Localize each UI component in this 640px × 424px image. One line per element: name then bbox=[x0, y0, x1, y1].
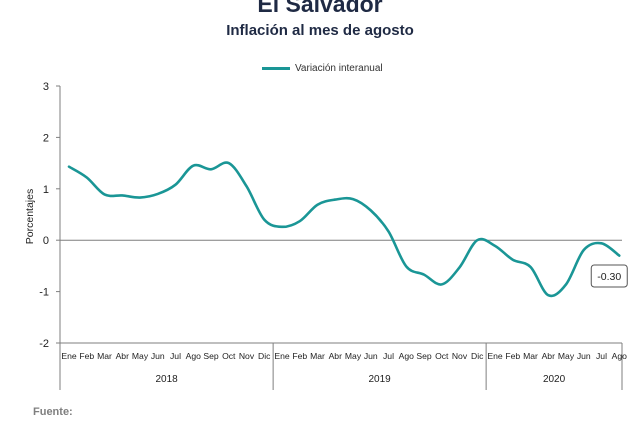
x-tick-label: May bbox=[132, 351, 149, 361]
x-tick-label: Oct bbox=[435, 351, 449, 361]
y-axis-label: Porcentajes bbox=[24, 189, 36, 244]
y-tick-label: 2 bbox=[43, 132, 49, 144]
source-label: Fuente: bbox=[33, 406, 73, 418]
x-tick-label: Abr bbox=[116, 351, 130, 361]
x-tick-label: Feb bbox=[292, 351, 307, 361]
x-tick-label: Dic bbox=[258, 351, 271, 361]
x-tick-label: May bbox=[558, 351, 575, 361]
x-tick-label: Mar bbox=[310, 351, 325, 361]
x-tick-label: Jul bbox=[383, 351, 394, 361]
x-tick-label: Ago bbox=[612, 351, 628, 361]
x-tick-label: Jun bbox=[577, 351, 591, 361]
x-tick-label: Jul bbox=[170, 351, 181, 361]
year-label: 2018 bbox=[156, 374, 179, 385]
chart-subtitle: Inflación al mes de agosto bbox=[226, 22, 414, 39]
y-tick-label: 0 bbox=[43, 235, 49, 247]
x-tick-label: Ene bbox=[61, 351, 77, 361]
x-tick-label: Nov bbox=[239, 351, 255, 361]
x-tick-label: Dic bbox=[471, 351, 484, 361]
x-tick-label: Abr bbox=[329, 351, 343, 361]
x-tick-label: Sep bbox=[203, 351, 219, 361]
y-tick-label: -1 bbox=[39, 287, 49, 299]
y-tick-label: 3 bbox=[43, 81, 49, 93]
series-line bbox=[67, 161, 621, 298]
chart-title: El Salvador bbox=[257, 0, 383, 17]
data-label-box bbox=[590, 264, 628, 288]
legend: Variación interanual bbox=[262, 61, 383, 75]
x-tick-label: Feb bbox=[79, 351, 94, 361]
x-tick-label: Ago bbox=[399, 351, 415, 361]
x-tick-label: Abr bbox=[542, 351, 556, 361]
x-tick-label: Feb bbox=[505, 351, 520, 361]
data-label: -0.30 bbox=[597, 271, 621, 283]
x-tick-label: Mar bbox=[523, 351, 538, 361]
legend-swatch bbox=[262, 66, 290, 70]
x-tick-label: Mar bbox=[97, 351, 112, 361]
y-tick-label: 1 bbox=[43, 184, 49, 196]
x-tick-label: Jun bbox=[151, 351, 165, 361]
x-tick-label: Jul bbox=[596, 351, 607, 361]
x-tick-label: May bbox=[345, 351, 362, 361]
x-tick-label: Ene bbox=[487, 351, 503, 361]
legend-label: Variación interanual bbox=[295, 62, 383, 74]
year-label: 2020 bbox=[543, 374, 566, 385]
x-tick-label: Ene bbox=[274, 351, 290, 361]
year-label: 2019 bbox=[369, 374, 392, 385]
x-tick-label: Jun bbox=[364, 351, 378, 361]
x-tick-label: Nov bbox=[452, 351, 468, 361]
x-tick-label: Oct bbox=[222, 351, 236, 361]
x-tick-label: Ago bbox=[186, 351, 202, 361]
y-tick-label: -2 bbox=[39, 338, 49, 350]
x-tick-label: Sep bbox=[416, 351, 432, 361]
